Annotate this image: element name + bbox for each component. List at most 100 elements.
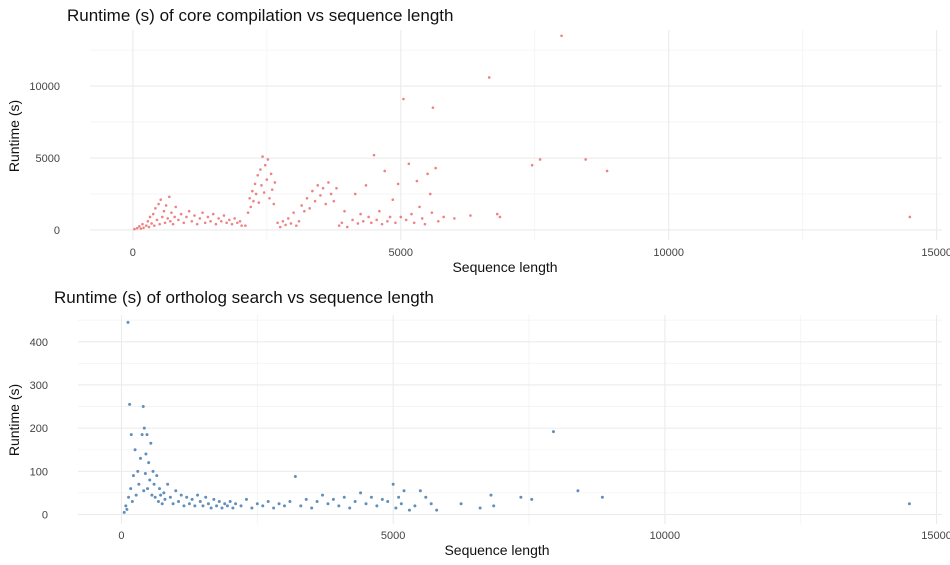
data-point [144, 224, 148, 227]
data-point [430, 211, 434, 214]
data-point [236, 221, 239, 225]
data-point [600, 495, 604, 499]
data-point [159, 493, 163, 497]
data-point [201, 211, 204, 214]
data-point [386, 500, 390, 504]
y-tick-label: 0 [42, 510, 48, 522]
data-point [204, 495, 208, 499]
data-point [284, 223, 287, 227]
data-point [151, 469, 155, 473]
data-point [225, 221, 228, 225]
data-point [492, 504, 496, 508]
data-point [173, 215, 176, 219]
data-point [487, 76, 491, 79]
data-point [292, 211, 295, 214]
data-point [154, 207, 157, 210]
data-point [149, 441, 153, 445]
data-point [209, 506, 213, 510]
gridlines [78, 315, 942, 524]
data-point [158, 222, 161, 226]
data-point [277, 502, 281, 506]
data-point [141, 405, 145, 409]
data-point [137, 482, 141, 486]
data-point [329, 192, 333, 196]
data-point [383, 169, 387, 173]
data-point [495, 212, 499, 216]
data-point [146, 220, 150, 223]
data-point [423, 222, 427, 226]
data-point [206, 502, 210, 506]
data-point [198, 500, 202, 504]
data-point [142, 426, 146, 430]
data-point [399, 215, 403, 219]
data-point [219, 220, 223, 223]
data-point [220, 506, 224, 510]
data-point [190, 220, 194, 223]
data-point [313, 199, 317, 203]
data-point [174, 205, 178, 209]
data-point [364, 502, 368, 506]
data-point [252, 199, 255, 203]
data-point [217, 500, 221, 504]
data-point [248, 196, 251, 200]
data-point [223, 502, 227, 506]
x-tick-labels: 0 5000 10000 15000 [118, 530, 950, 542]
data-point [171, 502, 175, 506]
data-point [335, 186, 338, 190]
data-point [122, 510, 126, 514]
data-point [498, 215, 502, 219]
data-point [396, 182, 400, 186]
data-point [359, 212, 362, 216]
data-point [402, 489, 406, 493]
data-point [321, 186, 325, 190]
data-point [143, 471, 147, 475]
data-point [195, 222, 199, 226]
data-point [179, 212, 183, 216]
data-point [125, 507, 129, 511]
data-point [209, 220, 212, 223]
data-point [239, 504, 243, 508]
data-point [168, 195, 171, 199]
data-point [133, 227, 136, 231]
data-point [308, 207, 311, 210]
data-point [397, 495, 401, 499]
data-point [286, 217, 290, 220]
data-point [250, 506, 254, 510]
data-point [343, 209, 346, 213]
data-point [311, 189, 314, 193]
data-point [155, 218, 159, 222]
data-point [442, 215, 445, 219]
data-point [305, 196, 309, 200]
data-point [342, 495, 346, 499]
data-point [907, 502, 911, 506]
data-point [337, 224, 341, 227]
data-point [214, 222, 218, 226]
data-point [418, 489, 422, 493]
data-point [179, 493, 183, 497]
data-point [435, 508, 439, 512]
y-tick-label: 400 [30, 337, 48, 349]
data-point [142, 489, 146, 493]
x-tick-label: 0 [130, 247, 136, 259]
data-point [139, 227, 143, 230]
data-point [141, 222, 144, 226]
data-point [130, 500, 134, 504]
data-point [345, 225, 349, 229]
data-point [262, 191, 266, 194]
data-point [150, 222, 153, 225]
data-point [187, 502, 191, 506]
data-point [327, 181, 330, 184]
data-point [418, 205, 421, 209]
data-point [321, 493, 325, 497]
data-point [137, 225, 141, 228]
data-point [530, 163, 534, 167]
data-point [380, 222, 384, 226]
data-point [315, 500, 319, 504]
data-point [196, 493, 200, 497]
data-point [261, 155, 264, 158]
data-point [399, 502, 403, 506]
data-point [269, 172, 273, 176]
y-tick-label: 200 [30, 423, 48, 435]
data-point [300, 204, 303, 207]
